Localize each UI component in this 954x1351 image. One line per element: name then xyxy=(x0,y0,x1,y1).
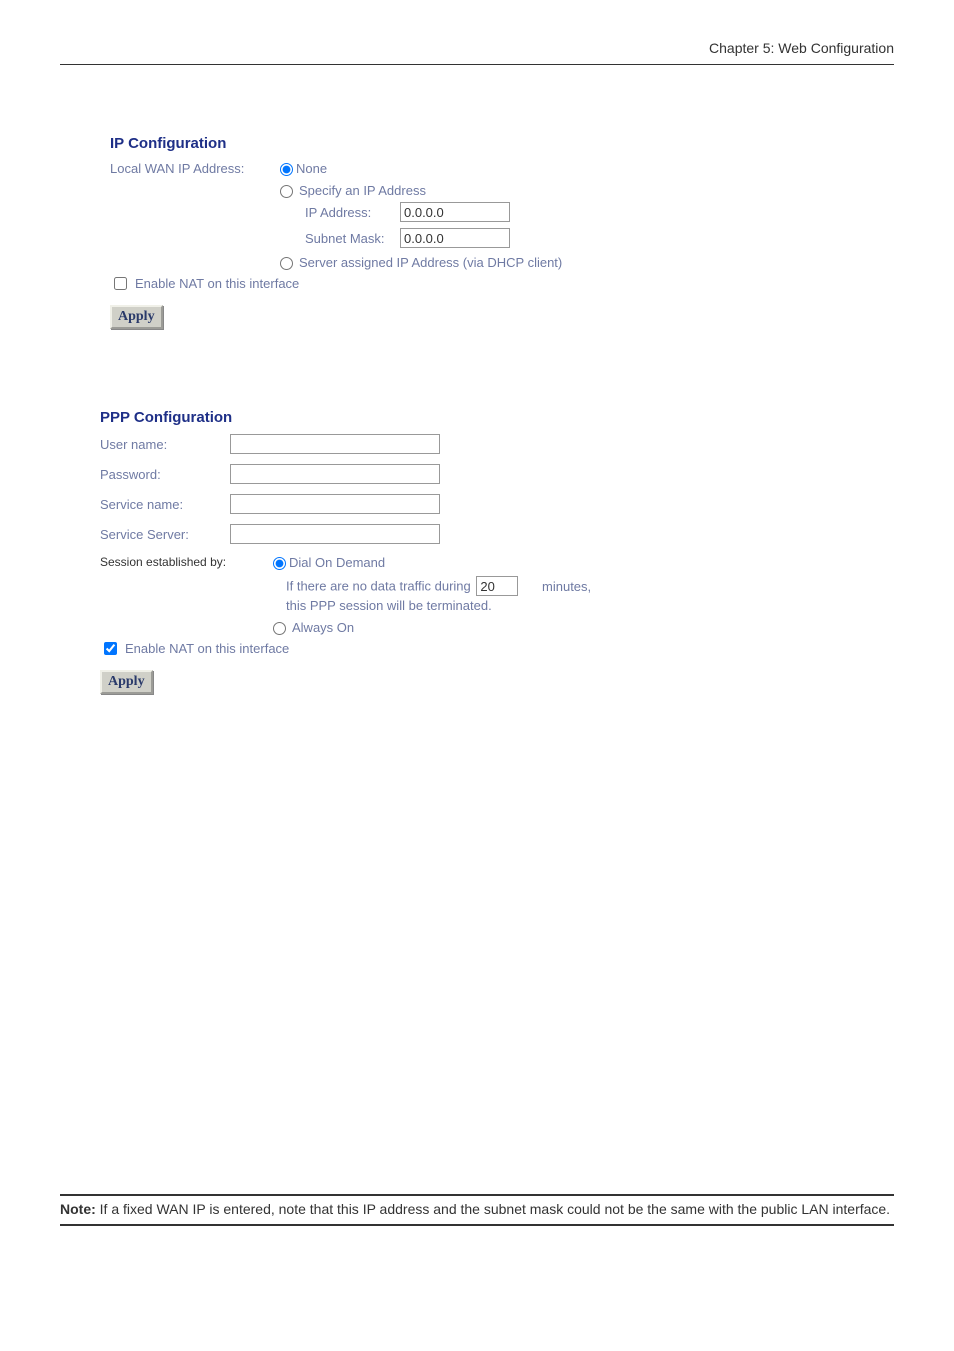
ppp-svcserver-label: Service Server: xyxy=(100,527,230,542)
ppp-svcname-input[interactable] xyxy=(230,494,440,514)
note-bold: Note: xyxy=(60,1201,96,1217)
ppp-nat-label: Enable NAT on this interface xyxy=(125,641,289,656)
ip-config-section: IP Configuration Local WAN IP Address: N… xyxy=(110,135,894,329)
wan-ip-dhcp-text: Server assigned IP Address (via DHCP cli… xyxy=(299,255,562,270)
wan-ip-label: Local WAN IP Address: xyxy=(110,161,275,176)
ppp-pass-input[interactable] xyxy=(230,464,440,484)
subnet-mask-label: Subnet Mask: xyxy=(305,231,400,246)
ppp-nat-checkbox[interactable] xyxy=(104,642,117,655)
ppp-config-title: PPP Configuration xyxy=(100,409,894,426)
ppp-pass-label: Password: xyxy=(100,467,230,482)
note-text: If a fixed WAN IP is entered, note that … xyxy=(96,1201,890,1217)
ppp-session-label: Session established by: xyxy=(100,555,268,569)
wan-ip-none-text: None xyxy=(296,161,327,176)
ppp-config-section: PPP Configuration User name: Password: S… xyxy=(100,409,894,694)
subnet-mask-input[interactable] xyxy=(400,228,510,248)
idle-suffix-text: minutes, xyxy=(542,579,591,594)
ppp-user-input[interactable] xyxy=(230,434,440,454)
session-always-text: Always On xyxy=(292,620,354,635)
ppp-svcname-label: Service name: xyxy=(100,497,230,512)
ppp-svcserver-input[interactable] xyxy=(230,524,440,544)
wan-ip-none-radio[interactable] xyxy=(280,163,293,176)
idle-prefix-text: If there are no data traffic during xyxy=(286,579,471,594)
note-block: Note: If a fixed WAN IP is entered, note… xyxy=(60,1194,894,1226)
session-dial-radio[interactable] xyxy=(273,557,286,570)
ip-address-label: IP Address: xyxy=(305,205,400,220)
ip-config-title: IP Configuration xyxy=(110,135,894,152)
session-always-radio[interactable] xyxy=(273,622,286,635)
ip-nat-label: Enable NAT on this interface xyxy=(135,276,299,291)
ip-address-input[interactable] xyxy=(400,202,510,222)
ppp-user-label: User name: xyxy=(100,437,230,452)
ip-nat-checkbox[interactable] xyxy=(114,277,127,290)
wan-ip-specify-text: Specify an IP Address xyxy=(299,183,426,198)
ip-apply-button[interactable]: Apply xyxy=(110,305,163,329)
idle-minutes-input[interactable] xyxy=(476,576,518,596)
session-dial-text: Dial On Demand xyxy=(289,555,385,570)
wan-ip-specify-radio[interactable] xyxy=(280,185,293,198)
ppp-apply-button[interactable]: Apply xyxy=(100,670,153,694)
wan-ip-dhcp-radio[interactable] xyxy=(280,257,293,270)
idle-line2-text: this PPP session will be terminated. xyxy=(286,598,894,613)
chapter-header: Chapter 5: Web Configuration xyxy=(60,40,894,65)
